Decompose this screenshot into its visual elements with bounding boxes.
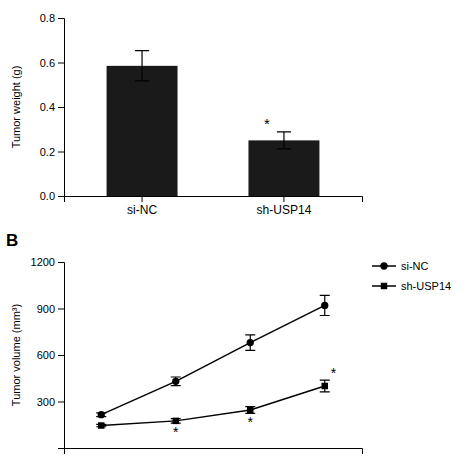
y-tick: 300 (37, 396, 64, 408)
y-tick-mark (58, 355, 64, 356)
point (98, 411, 105, 418)
y-tick-mark (58, 262, 64, 263)
y-axis-line (58, 263, 65, 449)
point (172, 378, 179, 385)
y-axis: 300 600 900 1200 (31, 256, 65, 448)
error-bar (171, 377, 181, 386)
legend: si-NC sh-USP14 (372, 260, 451, 292)
y-tick-label: 0.4 (40, 101, 55, 113)
point (98, 422, 104, 428)
y-axis-line (58, 19, 65, 197)
y-tick-mark (58, 309, 64, 310)
point (247, 407, 253, 413)
x-tick-label: si-NC (127, 203, 157, 217)
y-tick: 0.6 (40, 57, 64, 69)
y-tick: 0.2 (40, 146, 64, 158)
line (101, 386, 325, 426)
series (96, 295, 330, 428)
y-tick-mark (58, 107, 64, 108)
x-tick: sh-USP14 (257, 196, 312, 217)
chart: 0.0 0.2 0.4 0.6 0.8 si-NC sh-USP14 Tumor weight… (0, 0, 474, 474)
x-tick-mark (142, 196, 143, 202)
y-tick: 600 (37, 349, 64, 361)
point (173, 418, 179, 424)
error-bar (245, 335, 255, 351)
x-axis: si-NC sh-USP14 (65, 196, 363, 217)
y-tick-mark (58, 63, 64, 64)
annotation: * (331, 365, 337, 381)
legend-item: si-NC (372, 260, 429, 272)
error-bar (320, 295, 330, 315)
y-tick-label: 0.2 (40, 146, 55, 158)
legend-item: sh-USP14 (372, 280, 451, 292)
x-tick-label: sh-USP14 (257, 203, 312, 217)
y-tick: 0.0 (40, 190, 64, 202)
error-bar (320, 380, 330, 392)
y-tick: 0.4 (40, 101, 64, 113)
panel-a: 0.0 0.2 0.4 0.6 0.8 si-NC sh-USP14 Tumor weight… (10, 12, 363, 217)
y-axis-title: Tumor weight (g) (10, 66, 22, 149)
y-tick-mark (58, 18, 64, 19)
x-tick-mark (283, 196, 284, 202)
y-tick-label: 0.0 (40, 190, 55, 202)
y-tick-mark (58, 152, 64, 153)
y-tick-label: 600 (37, 349, 55, 361)
point (247, 339, 254, 346)
y-tick-label: 0.8 (40, 12, 55, 24)
y-tick-label: 1200 (31, 256, 55, 268)
y-tick-label: 900 (37, 303, 55, 315)
error-bar (135, 51, 149, 81)
annotation: * (264, 115, 270, 132)
legend-marker (381, 283, 387, 289)
y-tick-label: 0.6 (40, 57, 55, 69)
y-tick: 1200 (31, 256, 64, 268)
y-axis-title: Tumor volume (mm³) (10, 304, 22, 406)
legend-label: si-NC (401, 260, 429, 272)
panel-title: B (6, 231, 18, 250)
x-tick: si-NC (127, 196, 157, 217)
x-axis (65, 449, 363, 455)
line (101, 305, 325, 414)
error-bar (245, 407, 255, 414)
y-tick-label: 300 (37, 396, 55, 408)
y-tick: 900 (37, 303, 64, 315)
y-tick-mark (58, 196, 64, 197)
bar (107, 66, 178, 196)
error-bar (171, 419, 181, 424)
annotation: * (248, 414, 254, 430)
bars (107, 51, 320, 196)
y-axis: 0.0 0.2 0.4 0.6 0.8 (40, 12, 65, 202)
y-tick-mark (58, 402, 64, 403)
point (322, 383, 328, 389)
panel-b: 300 600 900 1200 Tumor volume (mm³) * * * (10, 256, 363, 454)
legend-marker (380, 262, 387, 269)
point (321, 302, 328, 309)
legend-label: sh-USP14 (401, 280, 451, 292)
annotation: * (173, 424, 179, 440)
x-axis-line (65, 197, 363, 203)
x-axis-line (65, 449, 363, 455)
error-bar (277, 132, 291, 149)
y-tick: 0.8 (40, 12, 64, 24)
